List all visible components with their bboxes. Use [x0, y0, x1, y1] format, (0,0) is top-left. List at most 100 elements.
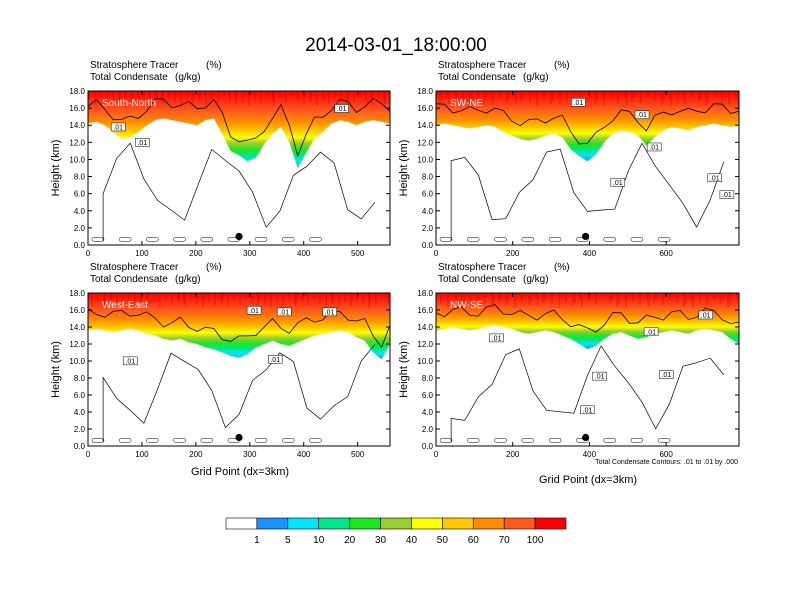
y-tick-label: 18.0 [69, 289, 85, 298]
surface-contour [657, 438, 671, 443]
y-tick-label: 0.0 [74, 241, 86, 250]
x-tick-label: 200 [506, 249, 520, 258]
y-axis-label: Height (km) [50, 140, 62, 197]
header-tracer: Stratosphere Tracer [438, 262, 527, 273]
y-tick-label: 10.0 [69, 357, 85, 366]
contour-label: .01 [113, 124, 123, 131]
surface-contour [91, 237, 105, 242]
y-tick-label: 12.0 [69, 340, 85, 349]
condensate-contour-low [102, 344, 376, 442]
tracer-field [436, 91, 739, 162]
header-condensate: Total Condensate [438, 72, 516, 83]
y-tick-label: 2.0 [422, 425, 434, 434]
y-tick-label: 8.0 [422, 374, 434, 383]
tracer-field [88, 293, 390, 360]
y-tick-label: 0.0 [74, 442, 86, 451]
contour-label-box [322, 307, 337, 317]
y-tick-label: 4.0 [422, 408, 434, 417]
plot-frame [435, 90, 740, 246]
colorbar-swatch [287, 517, 320, 530]
contour-label-box [489, 333, 504, 343]
panel-name: NW-SE [450, 300, 483, 311]
contour-label-box [646, 142, 662, 152]
contour-label: .01 [613, 180, 623, 187]
x-tick-label: 400 [583, 249, 597, 258]
contour-label-box [277, 307, 292, 317]
x-tick-label: 600 [659, 249, 673, 258]
y-tick-label: 8.0 [74, 374, 86, 383]
contour-label: .01 [722, 192, 732, 199]
contour-label: .01 [137, 140, 147, 147]
y-tick-label: 10.0 [417, 155, 433, 164]
contour-label-box [267, 355, 283, 364]
y-tick-label: 12.0 [69, 138, 85, 147]
header-tracer: Stratosphere Tracer [438, 60, 527, 71]
surface-contour [467, 237, 480, 242]
surface-contour [603, 237, 616, 242]
y-tick-label: 18.0 [417, 87, 433, 96]
y-tick-label: 12.0 [417, 138, 433, 147]
contour-label-box [580, 405, 595, 415]
y-tick-label: 10.0 [69, 155, 85, 164]
x-tick-label: 400 [583, 450, 597, 459]
x-tick-label: 500 [351, 450, 365, 459]
surface-contour [603, 438, 616, 443]
contour-label-box [610, 178, 626, 187]
contour-note: Total Condensate Contours: .01 to .01 by… [595, 459, 738, 466]
plot-frame [87, 90, 391, 246]
x-tick-label: 400 [297, 450, 311, 459]
panel-sw-ne: Stratosphere Tracer (%) Total Condensate (g… [398, 60, 740, 258]
contour-label-box [659, 370, 674, 379]
colorbar-swatch [503, 517, 536, 530]
y-tick-label: 2.0 [74, 425, 86, 434]
location-marker [581, 433, 590, 442]
contour-label: .01 [492, 335, 502, 342]
surface-contour [439, 438, 453, 443]
y-tick-label: 18.0 [417, 289, 433, 298]
contour-label-box [719, 190, 735, 199]
y-tick-label: 14.0 [69, 323, 85, 332]
x-tick-label: 100 [135, 450, 149, 459]
x-tick-label: 0 [86, 450, 91, 459]
surface-contour [439, 237, 453, 242]
y-axis-label: Height (km) [50, 341, 62, 398]
surface-contour [146, 237, 159, 242]
y-tick-label: 16.0 [417, 104, 433, 113]
header-tracer: Stratosphere Tracer [90, 262, 179, 273]
surface-contour [467, 438, 480, 443]
y-tick-label: 8.0 [74, 173, 86, 182]
x-tick-label: 600 [659, 450, 673, 459]
colorbar-label: 20 [344, 535, 356, 546]
header-condensate: Total Condensate [90, 274, 168, 285]
surface-contour [309, 438, 322, 443]
colorbar-swatch [442, 517, 474, 530]
x-axis-label-right: Grid Point (dx=3km) [539, 474, 637, 486]
colorbar-swatch [380, 517, 412, 530]
condensate-contour [435, 103, 740, 145]
surface-contour [521, 237, 535, 242]
surface-contour [282, 438, 295, 443]
contour-label-box [634, 110, 650, 119]
y-tick-label: 2.0 [422, 224, 434, 233]
y-tick-label: 4.0 [74, 408, 86, 417]
header-condensate: Total Condensate [438, 274, 516, 285]
plot-frame [435, 292, 740, 447]
y-tick-label: 16.0 [69, 104, 85, 113]
panel-name: West-East [102, 300, 148, 311]
location-marker [581, 232, 590, 241]
panel-south-north: Stratosphere Tracer (%) Total Condensate (g… [50, 60, 391, 258]
y-tick-label: 6.0 [422, 190, 434, 199]
location-marker [235, 433, 243, 442]
surface-contour [548, 237, 562, 242]
x-tick-label: 0 [434, 450, 439, 459]
colorbar-label: 50 [437, 535, 449, 546]
panel-name: SW-NE [450, 98, 483, 109]
condensate-contour-low [450, 142, 725, 241]
x-tick-label: 0 [86, 249, 91, 258]
condensate-contour [435, 304, 740, 333]
y-tick-label: 2.0 [74, 224, 86, 233]
y-tick-label: 12.0 [417, 340, 433, 349]
contour-label: .01 [637, 112, 647, 119]
contour-label-box [643, 327, 659, 337]
